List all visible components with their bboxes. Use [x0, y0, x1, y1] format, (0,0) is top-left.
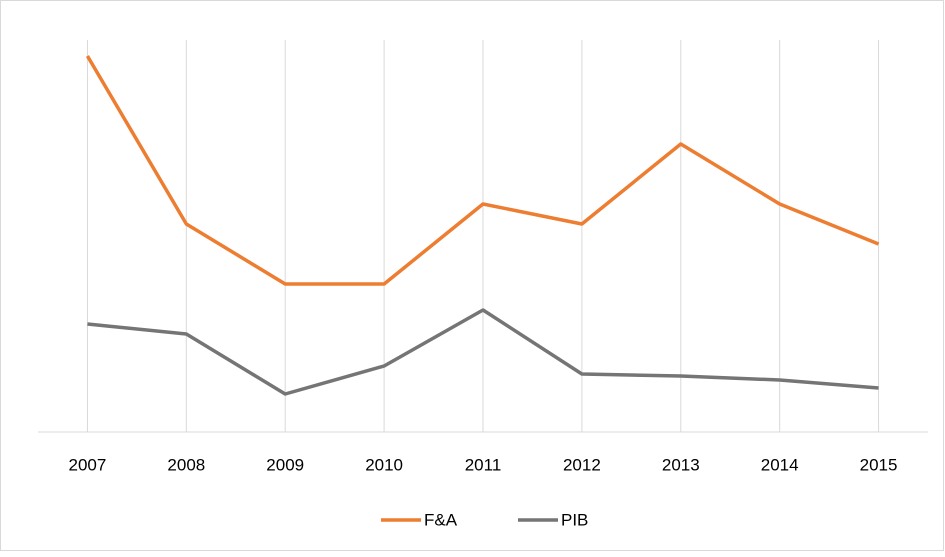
- x-tick-label: 2011: [465, 455, 502, 474]
- legend-label: PIB: [561, 510, 588, 529]
- x-tick-label: 2014: [761, 455, 799, 474]
- x-tick-label: 2009: [266, 455, 304, 474]
- x-tick-label: 2012: [563, 455, 601, 474]
- x-tick-label: 2015: [860, 455, 898, 474]
- x-tick-label: 2008: [167, 455, 205, 474]
- x-tick-label: 2013: [662, 455, 700, 474]
- x-tick-label: 2010: [365, 455, 403, 474]
- legend-label: F&A: [424, 510, 458, 529]
- x-tick-label: 2007: [69, 455, 107, 474]
- series-line: [87, 308, 879, 396]
- series-line: [85, 55, 880, 286]
